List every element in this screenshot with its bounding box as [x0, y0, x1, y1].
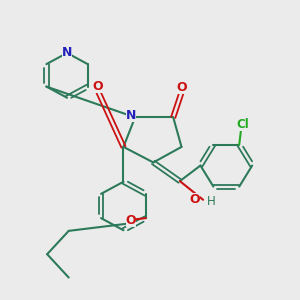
Text: O: O — [126, 214, 136, 227]
Text: O: O — [93, 80, 103, 93]
Text: O: O — [177, 81, 188, 94]
Text: N: N — [126, 109, 136, 122]
Text: N: N — [62, 46, 72, 59]
Text: H: H — [207, 195, 216, 208]
Text: Cl: Cl — [236, 118, 249, 131]
Text: O: O — [189, 193, 200, 206]
